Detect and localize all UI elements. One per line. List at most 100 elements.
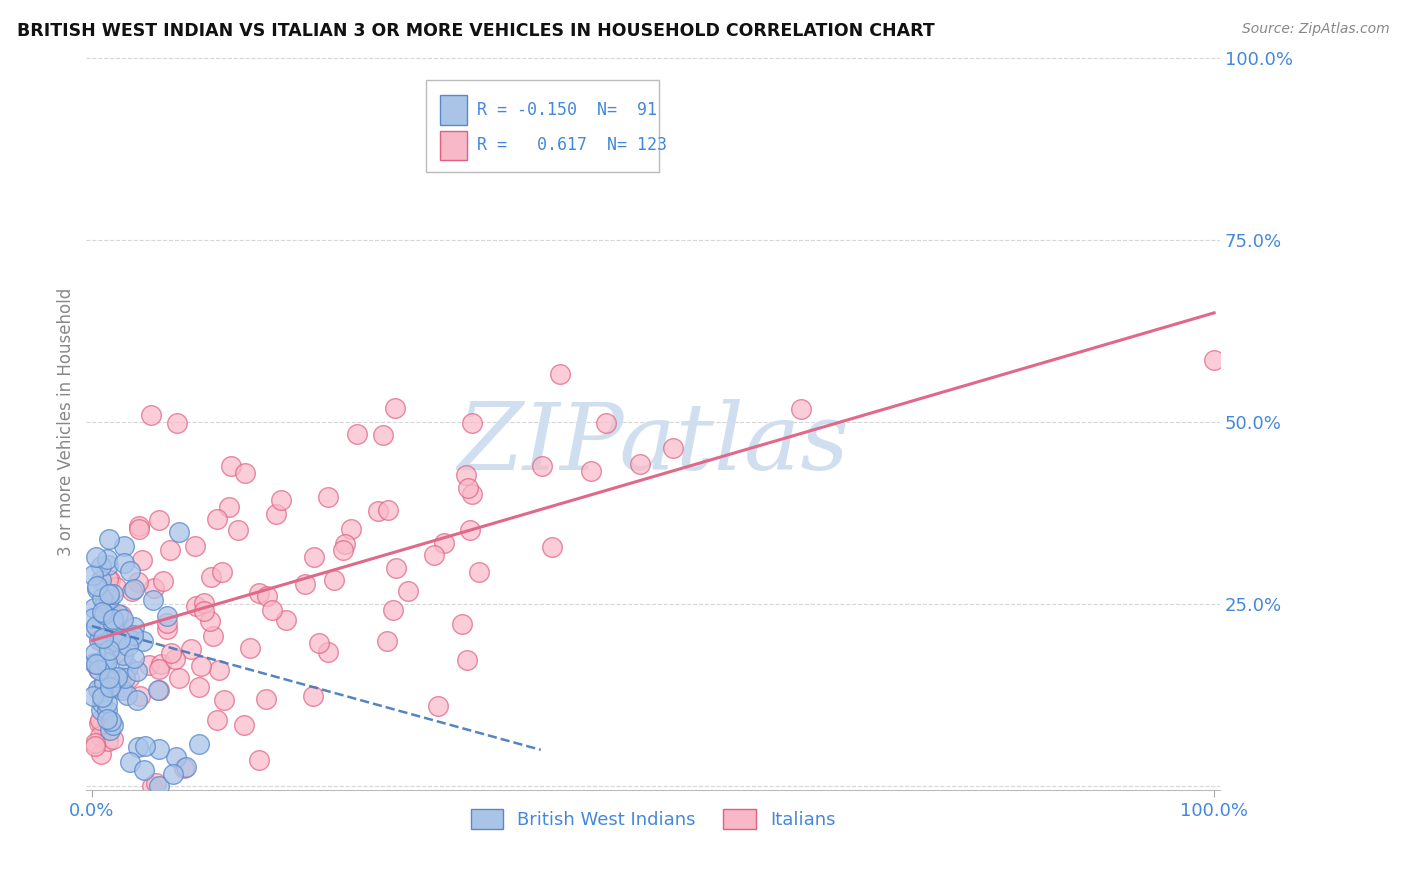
Point — [121, 629, 143, 643]
Point — [105, 670, 128, 684]
Point — [90, 681, 112, 695]
Point — [1204, 352, 1226, 367]
Point — [132, 634, 155, 648]
Point — [294, 577, 316, 591]
Point — [100, 606, 122, 620]
Point — [122, 628, 145, 642]
Point — [367, 503, 389, 517]
Point — [84, 657, 107, 672]
Point — [128, 518, 150, 533]
Point — [90, 703, 112, 717]
Point — [162, 767, 184, 781]
Point — [332, 543, 354, 558]
Text: R = -0.150  N=  91: R = -0.150 N= 91 — [477, 101, 658, 120]
Point — [200, 614, 222, 628]
Point — [202, 629, 225, 643]
Point — [84, 739, 107, 753]
Point — [98, 642, 121, 657]
Point — [89, 730, 111, 744]
Point — [122, 651, 145, 665]
Point — [91, 717, 114, 731]
Point — [156, 608, 179, 623]
Point — [148, 779, 170, 793]
Point — [262, 603, 284, 617]
Point — [180, 642, 202, 657]
Point — [121, 583, 143, 598]
FancyBboxPatch shape — [426, 80, 658, 172]
Point — [159, 646, 181, 660]
Point — [122, 582, 145, 596]
Point — [346, 426, 368, 441]
Point — [115, 689, 138, 703]
Point — [145, 776, 167, 790]
Point — [187, 680, 209, 694]
Point — [190, 659, 212, 673]
Point — [107, 679, 129, 693]
Point — [451, 616, 474, 631]
Point — [90, 632, 112, 647]
Point — [373, 427, 395, 442]
Point — [87, 681, 110, 696]
Point — [84, 736, 107, 750]
Point — [97, 592, 120, 607]
Point — [87, 633, 110, 648]
Point — [98, 723, 121, 737]
Point — [103, 619, 125, 633]
Point — [97, 733, 120, 747]
Point — [90, 747, 112, 761]
Point — [375, 634, 398, 648]
Point — [308, 636, 330, 650]
Point — [247, 585, 270, 599]
Point — [83, 622, 105, 636]
Text: BRITISH WEST INDIAN VS ITALIAN 3 OR MORE VEHICLES IN HOUSEHOLD CORRELATION CHART: BRITISH WEST INDIAN VS ITALIAN 3 OR MORE… — [17, 22, 935, 40]
Point — [107, 607, 129, 621]
Point — [97, 558, 120, 573]
Point — [89, 663, 111, 677]
Point — [165, 749, 187, 764]
Point — [134, 739, 156, 753]
Point — [98, 623, 121, 637]
Point — [163, 652, 186, 666]
Point — [256, 589, 278, 603]
Point — [87, 663, 110, 677]
Point — [628, 458, 651, 472]
Point — [96, 656, 118, 670]
Point — [219, 459, 242, 474]
Point — [101, 718, 124, 732]
Point — [110, 670, 132, 684]
Point — [128, 522, 150, 536]
Point — [316, 645, 339, 659]
Point — [143, 581, 166, 595]
Point — [193, 604, 215, 618]
Point — [84, 549, 107, 564]
Point — [89, 657, 111, 672]
Point — [131, 553, 153, 567]
Point — [456, 653, 478, 667]
Point — [83, 601, 105, 615]
Point — [101, 612, 124, 626]
Text: R =   0.617  N= 123: R = 0.617 N= 123 — [477, 136, 668, 154]
Point — [97, 587, 120, 601]
Point — [105, 580, 128, 594]
Point — [91, 632, 114, 646]
Point — [426, 699, 449, 714]
Point — [94, 650, 117, 665]
Point — [94, 594, 117, 608]
Point — [100, 676, 122, 690]
Point — [173, 761, 195, 775]
Point — [239, 641, 262, 656]
Point — [550, 367, 572, 381]
Point — [127, 739, 149, 754]
Point — [96, 696, 118, 710]
Point — [396, 584, 419, 599]
Point — [148, 662, 170, 676]
FancyBboxPatch shape — [440, 131, 467, 161]
Point — [111, 626, 134, 640]
Point — [93, 596, 115, 610]
Point — [333, 537, 356, 551]
Point — [148, 683, 170, 698]
Point — [110, 608, 132, 623]
Point — [117, 640, 139, 654]
Point — [100, 646, 122, 660]
Point — [155, 615, 177, 630]
